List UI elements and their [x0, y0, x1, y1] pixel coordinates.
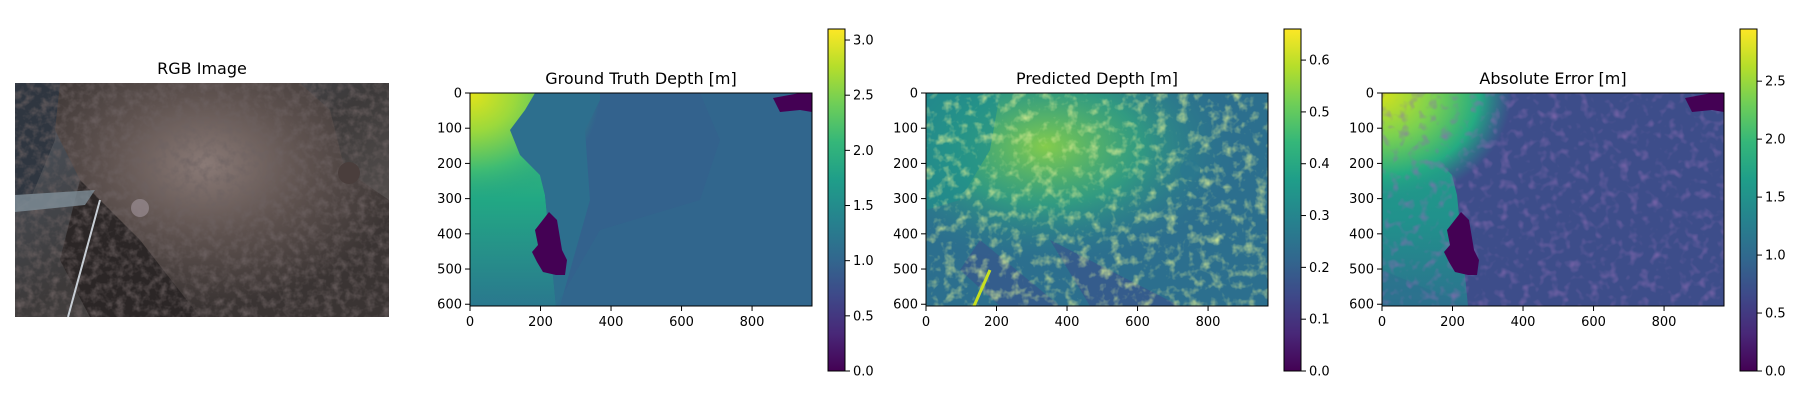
colorbar-tick-label: 0.2	[1309, 261, 1330, 276]
pred-title: Predicted Depth [m]	[1016, 69, 1178, 88]
gt-colorbar	[828, 29, 845, 371]
x-tick-label: 600	[669, 315, 694, 330]
colorbar-tick-label: 1.0	[853, 254, 874, 269]
rgb-title: RGB Image	[157, 59, 247, 78]
x-tick-label: 0	[922, 315, 930, 330]
colorbar-tick-label: 2.5	[853, 89, 874, 104]
colorbar-tick-label: 3.0	[853, 34, 874, 49]
y-tick-label: 600	[893, 298, 918, 313]
x-tick-label: 400	[1511, 315, 1536, 330]
gt-frame	[469, 92, 813, 307]
x-tick-label: 200	[984, 315, 1009, 330]
err-frame	[1381, 92, 1725, 307]
x-tick-label: 200	[1440, 315, 1465, 330]
colorbar-tick-label: 1.0	[1765, 249, 1786, 264]
y-tick-label: 400	[437, 227, 462, 242]
colorbar-tick-label: 0.4	[1309, 157, 1330, 172]
colorbar-tick-label: 0.0	[853, 365, 874, 380]
colorbar-tick-label: 2.5	[1765, 75, 1786, 90]
y-tick-label: 100	[1349, 122, 1374, 137]
gt-colorbar-frame	[827, 28, 846, 372]
x-tick-label: 800	[740, 315, 765, 330]
colorbar-tick-label: 0.0	[1309, 365, 1330, 380]
gt-axes: 0 200 400 600 800 0 100 200 300 400 500 600	[437, 87, 764, 331]
colorbar-tick-label: 0.5	[1309, 105, 1330, 120]
y-tick-label: 100	[893, 122, 918, 137]
y-tick-label: 300	[437, 192, 462, 207]
y-tick-label: 500	[1349, 263, 1374, 278]
err-axes: 0 200 400 600 800 0 100 200 300 400 500 600	[1349, 87, 1676, 331]
gt-panel: Ground Truth Depth [m]	[470, 69, 812, 306]
x-tick-label: 600	[1581, 315, 1606, 330]
gt-colorbar-ticks: 0.0 0.5 1.0 1.5 2.0 2.5 3.0	[845, 34, 874, 380]
pred-axes: 0 200 400 600 800 0 100 200 300 400 500 600	[893, 87, 1220, 331]
colorbar-tick-label: 0.6	[1309, 54, 1330, 69]
x-tick-label: 800	[1652, 315, 1677, 330]
colorbar-tick-label: 0.0	[1765, 365, 1786, 380]
pred-panel: Predicted Depth [m]	[926, 69, 1268, 306]
pred-colorbar-frame	[1283, 28, 1302, 372]
y-tick-label: 200	[893, 157, 918, 172]
x-tick-label: 0	[466, 315, 474, 330]
err-colorbar-ticks: 0.0 0.5 1.0 1.5 2.0 2.5	[1757, 75, 1786, 380]
colorbar-tick-label: 2.0	[1765, 133, 1786, 148]
colorbar-tick-label: 2.0	[853, 144, 874, 159]
colorbar-tick-label: 1.5	[853, 199, 874, 214]
colorbar-tick-label: 1.5	[1765, 191, 1786, 206]
x-tick-label: 400	[599, 315, 624, 330]
x-tick-label: 600	[1125, 315, 1150, 330]
x-tick-label: 0	[1378, 315, 1386, 330]
y-tick-label: 200	[437, 157, 462, 172]
y-tick-label: 300	[1349, 192, 1374, 207]
rgb-image	[15, 83, 389, 317]
colorbar-tick-label: 0.3	[1309, 209, 1330, 224]
err-colorbar	[1740, 29, 1757, 371]
x-tick-label: 200	[528, 315, 553, 330]
y-tick-label: 300	[893, 192, 918, 207]
y-tick-label: 200	[1349, 157, 1374, 172]
err-heatmap	[1382, 93, 1724, 306]
colorbar-tick-label: 0.5	[1765, 307, 1786, 322]
pred-frame	[925, 92, 1269, 307]
y-tick-label: 0	[454, 87, 462, 102]
pred-colorbar-ticks: 0.0 0.1 0.2 0.3 0.4 0.5 0.6	[1301, 54, 1330, 380]
pred-colorbar	[1284, 29, 1301, 371]
x-tick-label: 800	[1196, 315, 1221, 330]
pred-heatmap	[926, 93, 1268, 306]
colorbar-tick-label: 0.5	[853, 309, 874, 324]
y-tick-label: 0	[910, 87, 918, 102]
x-tick-label: 400	[1055, 315, 1080, 330]
err-title: Absolute Error [m]	[1479, 69, 1626, 88]
gt-title: Ground Truth Depth [m]	[545, 69, 736, 88]
y-tick-label: 400	[893, 227, 918, 242]
y-tick-label: 600	[437, 298, 462, 313]
y-tick-label: 0	[1366, 87, 1374, 102]
err-panel: Absolute Error [m]	[1382, 69, 1724, 306]
rgb-panel: RGB Image	[15, 59, 389, 317]
y-tick-label: 500	[437, 263, 462, 278]
y-tick-label: 600	[1349, 298, 1374, 313]
y-tick-label: 500	[893, 263, 918, 278]
y-tick-label: 400	[1349, 227, 1374, 242]
err-colorbar-frame	[1739, 28, 1758, 372]
colorbar-tick-label: 0.1	[1309, 313, 1330, 328]
gt-heatmap	[470, 93, 812, 306]
y-tick-label: 100	[437, 122, 462, 137]
